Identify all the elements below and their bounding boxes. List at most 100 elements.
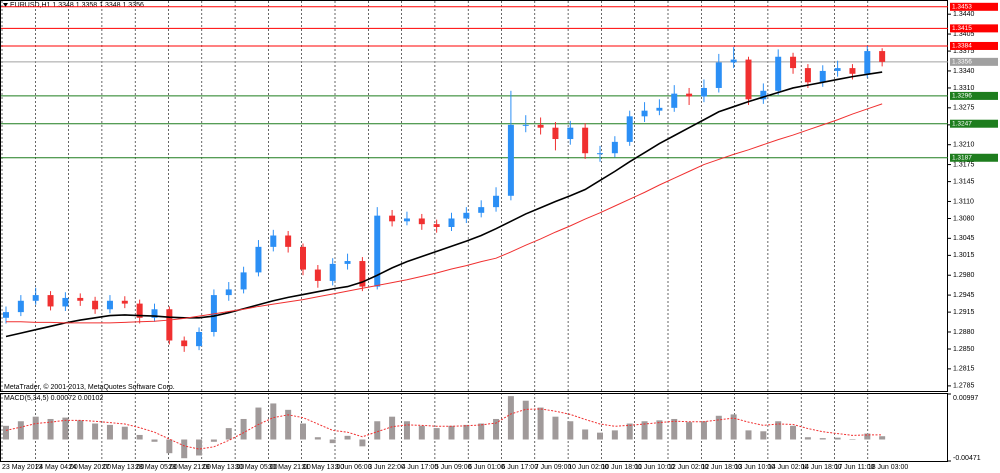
macd-bar xyxy=(314,437,321,440)
macd-bar xyxy=(32,416,39,440)
macd-bar xyxy=(166,439,173,454)
macd-bar xyxy=(567,421,574,440)
candle-body xyxy=(17,300,24,313)
macd-panel xyxy=(0,393,948,462)
x-tick-label: 6 Jun 01:00 xyxy=(468,464,505,471)
candle-body xyxy=(745,59,752,100)
macd-bar xyxy=(136,434,143,440)
macd-bar xyxy=(745,430,752,440)
candle-body xyxy=(730,59,737,63)
candle-body xyxy=(849,68,856,74)
level-tag xyxy=(950,57,998,66)
moving-average xyxy=(5,71,883,338)
x-tick-label: 12 Jun 18:00 xyxy=(701,464,742,471)
candle-body xyxy=(106,300,113,310)
macd-bar xyxy=(582,429,589,440)
y-tick-label: 0.00997 xyxy=(953,395,978,402)
macd-bar xyxy=(864,433,871,440)
level-tag xyxy=(950,119,998,128)
candle-body xyxy=(671,93,678,108)
x-tick-label: 24 May 20:00 xyxy=(69,464,112,471)
macd-bar xyxy=(656,420,663,440)
macd-bar xyxy=(849,439,856,440)
y-tick-label: 1.2915 xyxy=(953,309,975,316)
macd-bar xyxy=(106,424,113,440)
candle-body xyxy=(47,295,54,307)
x-tick-label: 12 Jun 02:00 xyxy=(668,464,709,471)
x-tick-label: 17 Jun 11:00 xyxy=(835,464,875,471)
x-tick-label: 14 Jun 18:00 xyxy=(801,464,842,471)
macd-bar xyxy=(671,418,678,440)
candle-body xyxy=(374,215,381,287)
y-tick-label: 1.3405 xyxy=(953,31,975,38)
y-tick-label: 1.2945 xyxy=(953,292,975,299)
y-tick-label: 1.3440 xyxy=(953,11,975,18)
y-tick-label: 1.3375 xyxy=(953,48,975,55)
level-label: 1.3187 xyxy=(952,154,972,161)
x-tick-label: 14 Jun 02:00 xyxy=(768,464,809,471)
y-tick-label: 1.2785 xyxy=(953,383,975,390)
macd-bar xyxy=(418,425,425,440)
candle-body xyxy=(314,269,321,281)
macd-bar xyxy=(715,415,722,440)
level-label: 1.3356 xyxy=(952,59,972,66)
candle-body xyxy=(641,110,648,117)
candle-body xyxy=(285,235,292,247)
candle-body xyxy=(344,261,351,264)
y-tick-label: 1.3175 xyxy=(953,161,975,168)
candle-body xyxy=(700,87,707,97)
candle-body xyxy=(92,300,99,310)
macd-bar xyxy=(121,426,128,440)
candle-body xyxy=(32,295,39,301)
macd-title: MACD(5,34,5) 0.00072 0.00102 xyxy=(4,395,103,402)
macd-bar xyxy=(478,423,485,440)
x-tick-label: 29 May 13:00 xyxy=(202,464,245,471)
macd-bar xyxy=(374,421,381,440)
level-label: 1.3296 xyxy=(952,93,972,100)
candle-body xyxy=(507,124,514,196)
x-tick-label: 30 May 05:00 xyxy=(235,464,278,471)
candle-body xyxy=(879,51,886,62)
macd-bar xyxy=(3,425,9,440)
y-tick-label: 1.3340 xyxy=(953,68,975,75)
candle-body xyxy=(537,124,544,128)
main-panel xyxy=(0,0,948,392)
level-label: 1.3247 xyxy=(952,120,972,127)
candle-body xyxy=(552,127,559,140)
x-tick-label: 4 Jun 17:00 xyxy=(402,464,439,471)
x-tick-label: 28 May 05:00 xyxy=(135,464,178,471)
candle-body xyxy=(418,218,425,225)
macd-bar xyxy=(507,396,514,440)
y-tick-label: 1.3145 xyxy=(953,178,975,185)
macd-bar xyxy=(359,439,366,447)
y-tick-label: 1.3015 xyxy=(953,252,975,259)
macd-bar xyxy=(626,423,633,440)
candle-body xyxy=(166,309,173,341)
x-tick-label: 3 Jun 22:00 xyxy=(368,464,405,471)
x-tick-label: 6 Jun 17:00 xyxy=(502,464,539,471)
macd-bar xyxy=(210,439,217,442)
x-tick-label: 28 May 21:00 xyxy=(169,464,212,471)
y-tick-label: 1.3110 xyxy=(953,198,974,205)
macd-bar xyxy=(225,428,232,440)
candle-body xyxy=(196,331,203,347)
candle-body xyxy=(626,116,633,142)
x-tick-label: 23 May 2013 xyxy=(2,464,43,471)
candle-body xyxy=(478,207,485,213)
moving-average xyxy=(6,103,883,324)
candle-body xyxy=(181,340,188,347)
x-tick-label: 11 Jun 10:00 xyxy=(635,464,675,471)
candle-body xyxy=(804,68,811,83)
candle-body xyxy=(270,235,277,247)
candle-body xyxy=(3,312,9,318)
x-tick-label: 13 Jun 10:00 xyxy=(735,464,776,471)
macd-bar xyxy=(344,435,351,440)
macd-bar xyxy=(775,421,782,440)
x-tick-label: 10 Jun 02:00 xyxy=(568,464,609,471)
candle-body xyxy=(582,127,589,154)
macd-bar xyxy=(255,407,262,440)
x-tick-label: 3 Jun 06:00 xyxy=(335,464,372,471)
x-tick-label: 18 Jun 03:00 xyxy=(868,464,909,471)
y-tick-label: 1.3080 xyxy=(953,215,975,222)
